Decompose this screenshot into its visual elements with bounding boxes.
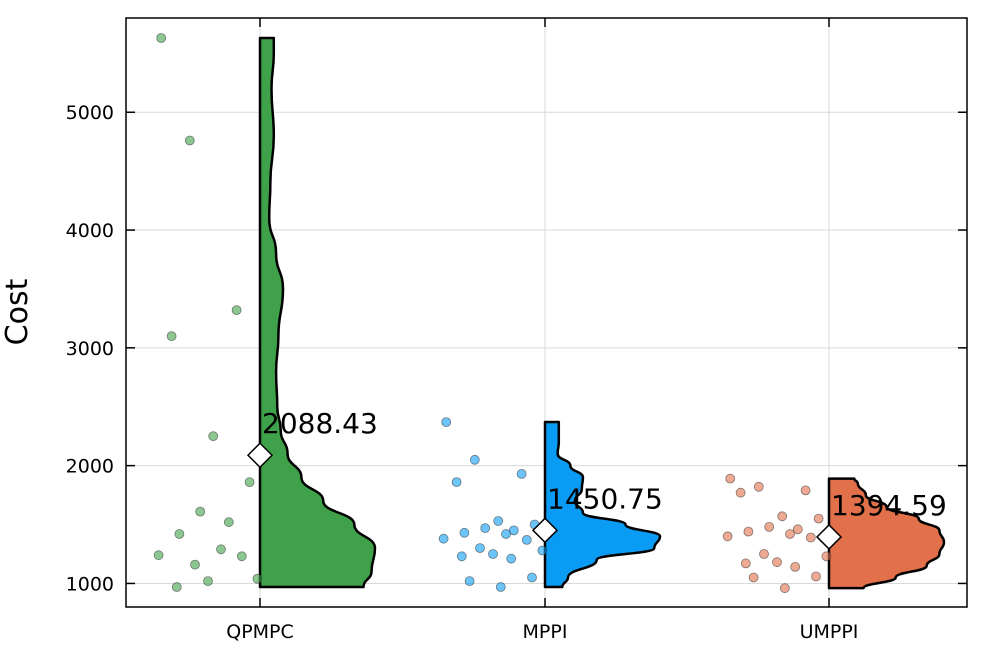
data-point <box>735 487 746 498</box>
data-point <box>537 545 548 556</box>
data-point <box>456 551 467 562</box>
data-point <box>223 517 234 528</box>
violin-umppi <box>827 477 946 590</box>
data-point <box>805 532 816 543</box>
data-point <box>501 529 511 539</box>
violins <box>258 36 946 590</box>
data-point <box>792 524 803 535</box>
data-point <box>480 523 491 533</box>
data-point <box>506 553 517 564</box>
data-point <box>811 571 821 582</box>
data-point <box>244 477 255 488</box>
data-point <box>764 522 775 532</box>
y-tick-label: 4000 <box>66 220 114 242</box>
mean-marker <box>246 442 274 469</box>
data-point <box>208 431 219 442</box>
data-point <box>451 477 462 488</box>
data-point <box>469 454 480 465</box>
data-point <box>493 516 504 526</box>
data-point <box>777 511 788 522</box>
y-tick-label: 1000 <box>66 573 114 595</box>
data-point <box>821 551 832 562</box>
data-point <box>475 543 485 553</box>
data-point <box>216 544 226 555</box>
data-point <box>236 551 247 562</box>
data-point <box>459 527 470 538</box>
data-point <box>785 529 795 539</box>
mean-markers: 2088.43 1450.75 1394.59 <box>246 407 947 551</box>
data-point <box>772 557 782 568</box>
data-point <box>488 549 498 559</box>
mean-label: 2088.43 <box>262 407 378 440</box>
mean-marker <box>815 523 843 551</box>
data-point <box>725 473 736 484</box>
data-point <box>748 572 759 583</box>
violin-mppi <box>543 420 662 589</box>
x-tick-label: UMPPI <box>800 621 859 643</box>
data-point <box>153 550 164 561</box>
data-point <box>743 526 754 537</box>
data-point <box>722 531 733 542</box>
data-point <box>438 533 449 544</box>
data-point <box>184 135 195 146</box>
data-point <box>527 572 537 583</box>
data-point <box>800 485 811 496</box>
data-point <box>495 582 506 592</box>
x-tick-label: MPPI <box>523 621 568 643</box>
data-point <box>166 331 177 342</box>
data-point <box>174 529 185 539</box>
plot-frame <box>125 17 968 608</box>
data-point <box>759 549 769 559</box>
axis-ticks: 1000 2000 3000 4000 5000 QPMPC MPPI UMPPI <box>66 18 967 643</box>
data-point <box>195 506 206 517</box>
data-point <box>753 481 764 492</box>
data-point <box>190 559 200 570</box>
y-axis-label: Cost <box>0 278 35 345</box>
data-point <box>231 305 242 316</box>
data-point <box>779 583 790 594</box>
mean-marker <box>531 517 559 544</box>
mean-label: 1394.59 <box>831 489 947 522</box>
data-point <box>171 582 182 592</box>
data-point <box>441 417 452 428</box>
y-tick-label: 5000 <box>66 102 114 124</box>
y-tick-label: 3000 <box>66 338 114 360</box>
data-point <box>813 513 824 524</box>
violin-qpmpc <box>258 36 377 589</box>
data-point <box>252 573 263 584</box>
data-point <box>203 576 213 586</box>
data-point <box>156 33 167 43</box>
x-tick-label: QPMPC <box>226 621 294 643</box>
data-point <box>521 535 532 545</box>
y-tick-label: 2000 <box>66 456 114 478</box>
data-point <box>464 576 475 586</box>
data-points <box>153 33 832 594</box>
mean-label: 1450.75 <box>547 482 663 515</box>
data-point <box>790 562 801 572</box>
data-point <box>516 468 527 479</box>
data-point <box>740 558 751 569</box>
